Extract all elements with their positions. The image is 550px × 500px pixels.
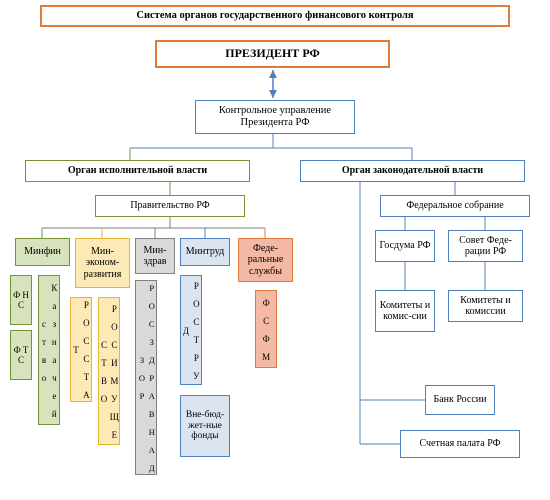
gosduma-text: Госдума РФ bbox=[379, 240, 430, 252]
title-text: Система органов государственного финансо… bbox=[136, 10, 413, 22]
mintrud-box: Минтруд bbox=[180, 238, 230, 266]
president-box: ПРЕЗИДЕНТ РФ bbox=[155, 40, 390, 68]
rosimush-box: Р О С И М У Щ Е С Т В О bbox=[98, 297, 120, 445]
fsfm-text: Ф С Ф М bbox=[261, 298, 271, 361]
roszdrav-text: Р О С З Д Р А В Н А Д З О Р bbox=[136, 283, 156, 472]
minfin-text: Минфин bbox=[24, 246, 61, 258]
vneb-text: Вне-бюд-жет-ные фонды bbox=[183, 410, 227, 443]
kazna-box: К а з н а ч е й с т в о bbox=[38, 275, 60, 425]
president-text: ПРЕЗИДЕНТ РФ bbox=[225, 47, 320, 61]
government-box: Правительство РФ bbox=[95, 195, 245, 217]
exec-branch-text: Орган исполнительной власти bbox=[68, 165, 207, 177]
mineconom-text: Мин-эконом-развития bbox=[78, 246, 127, 281]
committees2-text: Комитеты и комиссии bbox=[451, 295, 520, 318]
legis-branch-box: Орган законодательной власти bbox=[300, 160, 525, 182]
exec-branch-box: Орган исполнительной власти bbox=[25, 160, 250, 182]
committees1-text: Комитеты и комис-сии bbox=[378, 300, 432, 323]
committees2-box: Комитеты и комиссии bbox=[448, 290, 523, 322]
audit-chamber-box: Счетная палата РФ bbox=[400, 430, 520, 458]
legis-branch-text: Орган законодательной власти bbox=[342, 165, 483, 177]
fns-text: Ф Н С bbox=[13, 290, 29, 311]
fed-services-box: Феде-ральные службы bbox=[238, 238, 293, 282]
fts-box: Ф Т С bbox=[10, 330, 32, 380]
fns-box: Ф Н С bbox=[10, 275, 32, 325]
gosduma-box: Госдума РФ bbox=[375, 230, 435, 262]
bank-text: Банк России bbox=[433, 394, 486, 406]
minfin-box: Минфин bbox=[15, 238, 70, 266]
rostrud-text: Р О С Т Р У Д bbox=[181, 278, 202, 382]
rosstat-text: Р О С С Т А Т bbox=[71, 300, 92, 399]
minzdrav-box: Мин-здрав bbox=[135, 238, 175, 274]
bank-box: Банк России bbox=[425, 385, 495, 415]
minzdrav-text: Мин-здрав bbox=[138, 245, 172, 268]
sovfed-box: Совет Феде-рации РФ bbox=[448, 230, 523, 262]
title-box: Система органов государственного финансо… bbox=[40, 5, 510, 27]
control-dept-text: Контрольное управление Президента РФ bbox=[198, 105, 352, 129]
committees1-box: Комитеты и комис-сии bbox=[375, 290, 435, 332]
fed-assembly-box: Федеральное собрание bbox=[380, 195, 530, 217]
fsfm-box: Ф С Ф М bbox=[255, 290, 277, 368]
rosstat-box: Р О С С Т А Т bbox=[70, 297, 92, 402]
fed-assembly-text: Федеральное собрание bbox=[406, 200, 503, 212]
kazna-text: К а з н а ч е й с т в о bbox=[39, 278, 60, 422]
rosimush-text: Р О С И М У Щ Е С Т В О bbox=[99, 300, 120, 442]
government-text: Правительство РФ bbox=[130, 200, 209, 212]
vneb-box: Вне-бюд-жет-ные фонды bbox=[180, 395, 230, 457]
sovfed-text: Совет Феде-рации РФ bbox=[451, 235, 520, 258]
mintrud-text: Минтруд bbox=[186, 246, 224, 258]
roszdrav-box: Р О С З Д Р А В Н А Д З О Р bbox=[135, 280, 157, 475]
fed-services-text: Феде-ральные службы bbox=[241, 243, 290, 278]
audit-chamber-text: Счетная палата РФ bbox=[419, 438, 500, 450]
fts-text: Ф Т С bbox=[13, 345, 29, 366]
control-dept-box: Контрольное управление Президента РФ bbox=[195, 100, 355, 134]
rostrud-box: Р О С Т Р У Д bbox=[180, 275, 202, 385]
mineconom-box: Мин-эконом-развития bbox=[75, 238, 130, 288]
